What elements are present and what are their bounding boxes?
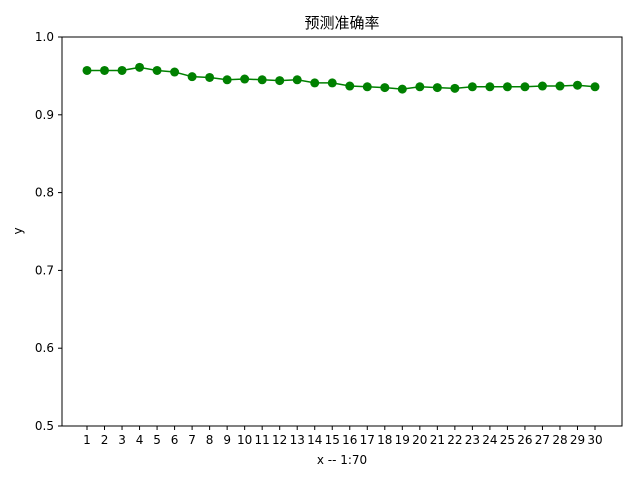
y-tick-label: 0.9 [35,108,54,122]
data-point [275,76,285,86]
data-point [292,75,302,85]
data-point [555,81,565,91]
data-point [152,65,162,75]
x-tick-label: 29 [570,433,585,447]
data-point [257,75,267,85]
x-tick-label: 6 [171,433,179,447]
data-point [205,72,215,82]
y-tick-label: 0.6 [35,341,54,355]
x-tick-label: 10 [237,433,252,447]
x-tick-label: 5 [153,433,161,447]
data-point [397,84,407,94]
series-group [82,62,600,94]
data-point [467,82,477,92]
x-tick-label: 12 [272,433,287,447]
x-tick-label: 4 [136,433,144,447]
x-tick-label: 26 [517,433,532,447]
data-point [117,65,127,75]
data-point [100,65,110,75]
x-tick-label: 23 [465,433,480,447]
x-tick-label: 24 [482,433,497,447]
data-point [432,83,442,93]
data-point [170,67,180,77]
x-tick-label: 8 [206,433,214,447]
x-tick-label: 13 [290,433,305,447]
data-point [380,83,390,93]
data-point [240,74,250,84]
data-point [520,82,530,92]
data-point [485,82,495,92]
data-point [362,82,372,92]
x-tick-label: 18 [377,433,392,447]
x-tick-label: 3 [118,433,126,447]
x-tick-label: 22 [447,433,462,447]
x-tick-label: 17 [360,433,375,447]
x-tick-label: 9 [223,433,231,447]
data-point [345,81,355,91]
axis-ticks: 0.50.60.70.80.91.01 2 3 4 5 6 7 8 9 10 11 12 13 14 15 1… [35,30,603,447]
y-tick-label: 0.8 [35,186,54,200]
y-tick-label: 0.7 [35,263,54,277]
x-tick-label: 11 [255,433,270,447]
series-line [87,66,596,90]
plot-frame [61,36,623,427]
data-point [82,65,92,75]
data-point [415,82,425,92]
chart-title: 预测准确率 [304,14,379,32]
x-tick-label: 16 [342,433,357,447]
data-point [222,75,232,85]
data-point [135,62,145,72]
x-tick-label: 2 [101,433,109,447]
data-point [327,78,337,88]
y-axis-label: y [11,227,25,234]
data-point [450,83,460,93]
x-tick-label: 1 [83,433,91,447]
x-axis-label: x -- 1:70 [317,453,367,467]
x-tick-label: 21 [430,433,445,447]
x-tick-label: 30 [587,433,602,447]
x-tick-label: 14 [307,433,322,447]
data-point [187,72,197,82]
y-tick-label: 1.0 [35,30,54,44]
data-point [537,81,547,91]
data-point [572,80,582,90]
x-tick-label: 27 [535,433,550,447]
x-tick-label: 15 [325,433,340,447]
data-point [590,82,600,92]
x-tick-label: 25 [500,433,515,447]
data-point [310,78,320,88]
x-tick-label: 19 [395,433,410,447]
x-tick-label: 7 [188,433,196,447]
x-tick-label: 28 [552,433,567,447]
y-tick-label: 0.5 [35,419,54,433]
x-tick-label: 20 [412,433,427,447]
data-point [502,82,512,92]
